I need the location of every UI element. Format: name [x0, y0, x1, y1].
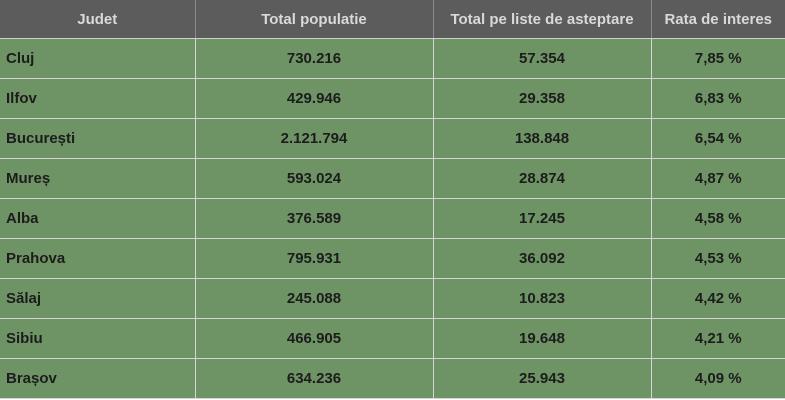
cell-total-populatie: 593.024: [195, 158, 434, 199]
cell-total-liste: 10.823: [433, 278, 652, 319]
cell-total-populatie: 634.236: [195, 358, 434, 399]
table-header-row: Judet Total populatie Total pe liste de …: [0, 0, 785, 39]
cell-total-populatie: 795.931: [195, 238, 434, 279]
table-row: Ilfov 429.946 29.358 6,83 %: [0, 78, 785, 119]
cell-judet: Sibiu: [0, 318, 196, 359]
cell-judet: Mureș: [0, 158, 196, 199]
cell-total-populatie: 376.589: [195, 198, 434, 239]
cell-total-liste: 28.874: [433, 158, 652, 199]
cell-judet: București: [0, 118, 196, 159]
table-row: Prahova 795.931 36.092 4,53 %: [0, 238, 785, 279]
cell-total-liste: 29.358: [433, 78, 652, 119]
cell-total-populatie: 466.905: [195, 318, 434, 359]
cell-judet: Ilfov: [0, 78, 196, 119]
cell-total-populatie: 429.946: [195, 78, 434, 119]
cell-judet: Alba: [0, 198, 196, 239]
cell-rata-interes: 4,58 %: [651, 198, 785, 239]
cell-rata-interes: 4,53 %: [651, 238, 785, 279]
cell-judet: Prahova: [0, 238, 196, 279]
cell-rata-interes: 6,83 %: [651, 78, 785, 119]
cell-judet: Brașov: [0, 358, 196, 399]
table-row: Brașov 634.236 25.943 4,09 %: [0, 358, 785, 399]
table-row: Cluj 730.216 57.354 7,85 %: [0, 38, 785, 79]
table-row: Alba 376.589 17.245 4,58 %: [0, 198, 785, 239]
cell-total-liste: 17.245: [433, 198, 652, 239]
header-rata-interes: Rata de interes: [651, 0, 785, 39]
cell-total-liste: 57.354: [433, 38, 652, 79]
cell-judet: Cluj: [0, 38, 196, 79]
cell-total-liste: 25.943: [433, 358, 652, 399]
table-row: Mureș 593.024 28.874 4,87 %: [0, 158, 785, 199]
header-judet: Judet: [0, 0, 196, 39]
header-total-liste-asteptare: Total pe liste de asteptare: [433, 0, 652, 39]
cell-rata-interes: 4,21 %: [651, 318, 785, 359]
cell-total-liste: 36.092: [433, 238, 652, 279]
cell-total-populatie: 2.121.794: [195, 118, 434, 159]
cell-rata-interes: 4,87 %: [651, 158, 785, 199]
cell-rata-interes: 6,54 %: [651, 118, 785, 159]
cell-total-populatie: 245.088: [195, 278, 434, 319]
table-row: Sălaj 245.088 10.823 4,42 %: [0, 278, 785, 319]
cell-total-liste: 138.848: [433, 118, 652, 159]
cell-total-liste: 19.648: [433, 318, 652, 359]
cell-rata-interes: 4,42 %: [651, 278, 785, 319]
table-row: București 2.121.794 138.848 6,54 %: [0, 118, 785, 159]
cell-rata-interes: 4,09 %: [651, 358, 785, 399]
table-row: Sibiu 466.905 19.648 4,21 %: [0, 318, 785, 359]
cell-total-populatie: 730.216: [195, 38, 434, 79]
cell-rata-interes: 7,85 %: [651, 38, 785, 79]
header-total-populatie: Total populatie: [195, 0, 434, 39]
cell-judet: Sălaj: [0, 278, 196, 319]
